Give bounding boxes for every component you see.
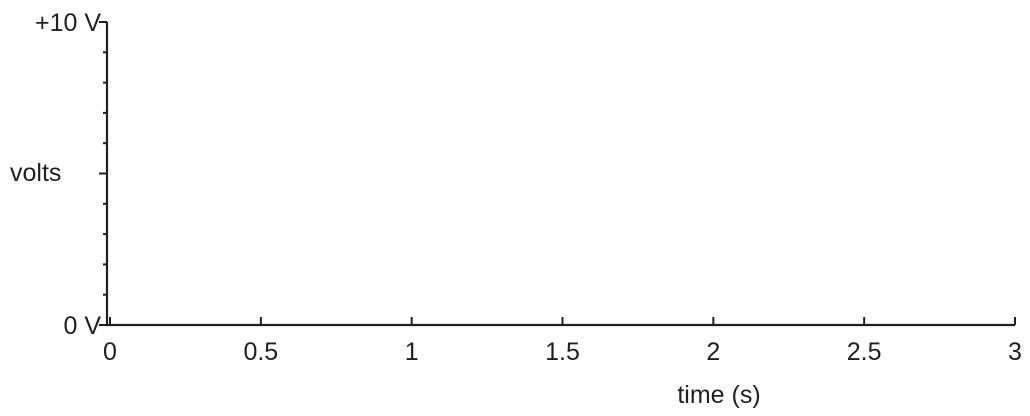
x-tick-label: 1.5 [545, 338, 580, 366]
x-tick-label: 2.5 [847, 338, 882, 366]
x-tick-label: 0.5 [243, 338, 278, 366]
y-tick-label: 0 V [63, 312, 101, 340]
y-axis-label: volts [10, 159, 61, 187]
y-axis: 0 V +10 V [35, 9, 109, 340]
x-axis-label: time (s) [677, 381, 760, 409]
x-tick-label: 1 [405, 338, 419, 366]
x-axis: 0 0.5 1 1.5 2 2.5 3 [103, 317, 1022, 366]
axis-labels: volts time (s) [10, 159, 761, 409]
y-tick-label: +10 V [35, 9, 101, 37]
x-tick-label: 3 [1008, 338, 1022, 366]
x-tick-label: 2 [706, 338, 720, 366]
x-tick-label: 0 [103, 338, 117, 366]
